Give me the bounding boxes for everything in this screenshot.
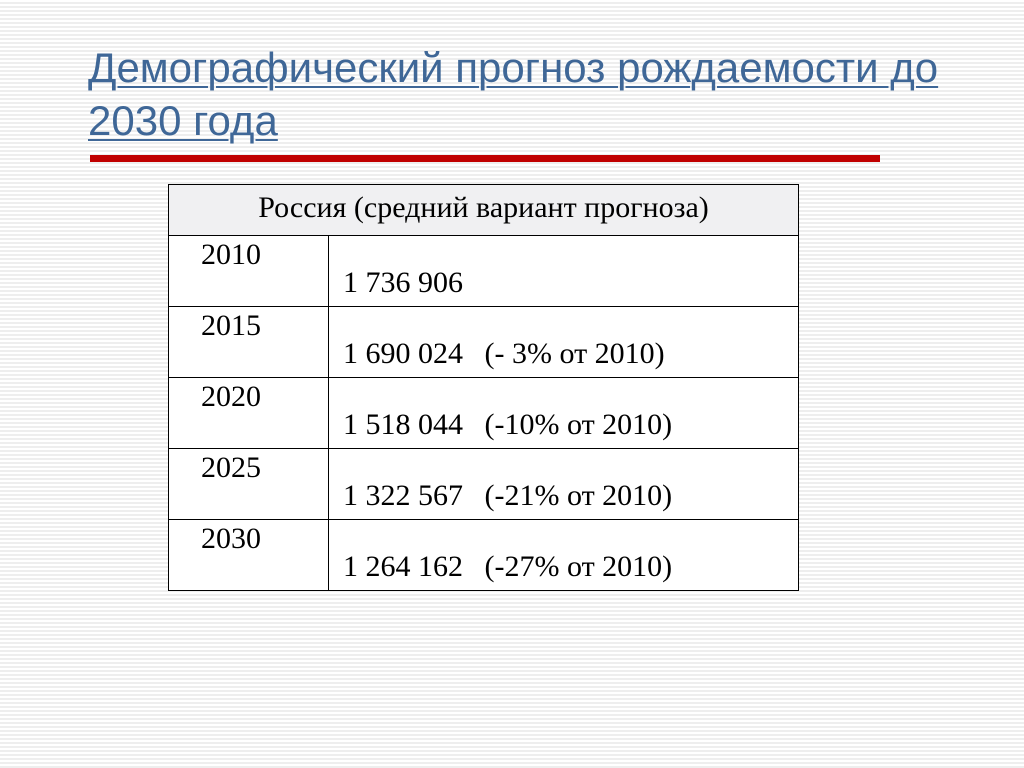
year-cell: 2015 xyxy=(169,307,329,378)
value-cell: 1 690 024 (- 3% от 2010) xyxy=(329,307,799,378)
value-cell: 1 264 162 (-27% от 2010) xyxy=(329,520,799,591)
table-row: 2010 1 736 906 xyxy=(169,236,799,307)
pct-text: (- 3% от 2010) xyxy=(485,337,665,371)
value-cell: 1 736 906 xyxy=(329,236,799,307)
pct-text: (-21% от 2010) xyxy=(485,479,673,513)
value-cell: 1 518 044 (-10% от 2010) xyxy=(329,378,799,449)
year-cell: 2025 xyxy=(169,449,329,520)
value-text: 1 518 044 xyxy=(343,408,463,441)
forecast-table-container: Россия (средний вариант прогноза) 2010 1… xyxy=(168,184,960,591)
slide: Демографический прогноз рождаемости до 2… xyxy=(0,0,1024,591)
table-header-row: Россия (средний вариант прогноза) xyxy=(169,185,799,236)
table-row: 2025 1 322 567 (-21% от 2010) xyxy=(169,449,799,520)
year-cell: 2020 xyxy=(169,378,329,449)
table-row: 2015 1 690 024 (- 3% от 2010) xyxy=(169,307,799,378)
table-header: Россия (средний вариант прогноза) xyxy=(169,185,799,236)
page-title: Демографический прогноз рождаемости до 2… xyxy=(88,42,960,147)
pct-text: (-27% от 2010) xyxy=(485,550,673,584)
table-row: 2020 1 518 044 (-10% от 2010) xyxy=(169,378,799,449)
table-row: 2030 1 264 162 (-27% от 2010) xyxy=(169,520,799,591)
value-text: 1 736 906 xyxy=(343,266,463,299)
value-text: 1 322 567 xyxy=(343,479,463,512)
forecast-table: Россия (средний вариант прогноза) 2010 1… xyxy=(168,184,799,591)
year-cell: 2030 xyxy=(169,520,329,591)
pct-text: (-10% от 2010) xyxy=(485,408,673,442)
title-accent-line xyxy=(90,155,880,162)
value-text: 1 690 024 xyxy=(343,337,463,370)
value-cell: 1 322 567 (-21% от 2010) xyxy=(329,449,799,520)
value-text: 1 264 162 xyxy=(343,550,463,583)
year-cell: 2010 xyxy=(169,236,329,307)
